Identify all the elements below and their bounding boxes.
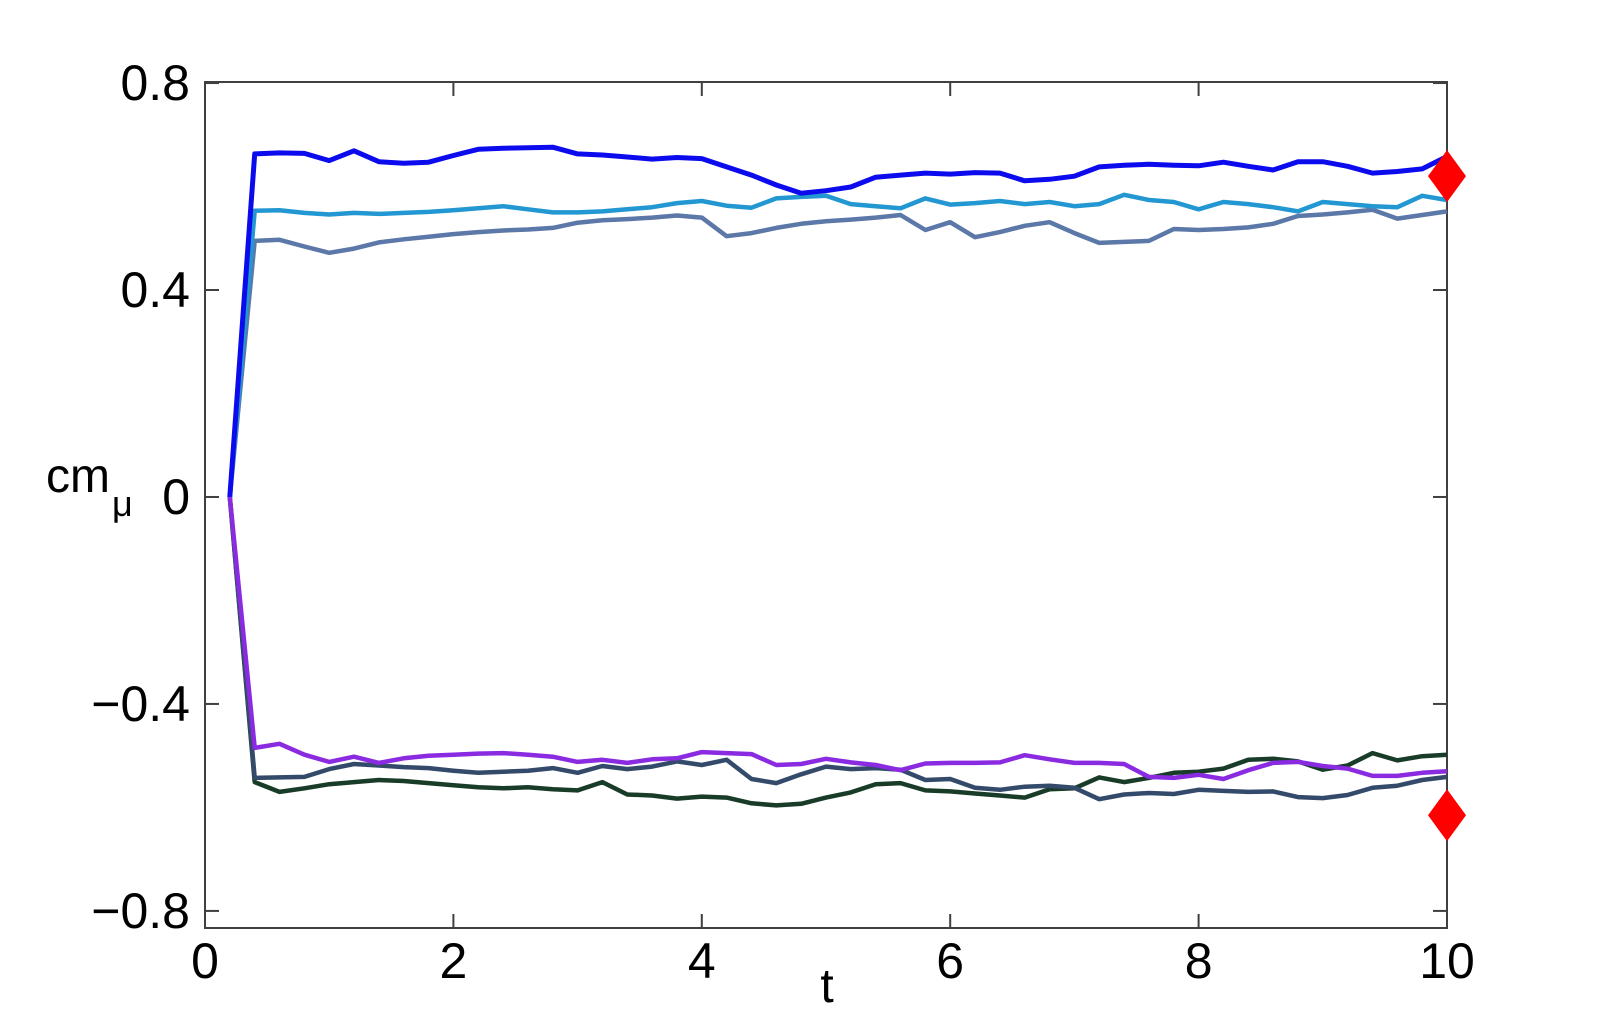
tick-labels: 0 2 4 6 8 10 0.8 0.4 0 −0.4 −0.8 bbox=[91, 55, 1475, 989]
plot-box bbox=[204, 81, 1448, 929]
x-tick-label: 10 bbox=[1419, 933, 1475, 989]
purple-line bbox=[227, 496, 1448, 782]
dark-green-line bbox=[227, 496, 1448, 808]
end-markers bbox=[1428, 150, 1466, 842]
cyan-line bbox=[227, 192, 1448, 498]
red-diamond-bottom bbox=[1428, 789, 1466, 842]
y-tick-label: −0.8 bbox=[91, 883, 190, 939]
blue-line bbox=[227, 144, 1449, 498]
series-lines bbox=[227, 144, 1449, 808]
y-tick-label: 0.4 bbox=[120, 262, 190, 318]
axes-box bbox=[204, 81, 1448, 929]
x-axis-label: t bbox=[820, 960, 833, 1013]
x-tick-label: 6 bbox=[936, 933, 964, 989]
x-tick-label: 0 bbox=[191, 933, 219, 989]
dark-navy-line bbox=[227, 496, 1448, 802]
x-tick-label: 4 bbox=[688, 933, 716, 989]
y-axis-label: cm bbox=[46, 450, 110, 503]
red-diamond-top bbox=[1428, 150, 1466, 203]
y-axis-label-subscript: μ bbox=[112, 483, 133, 524]
x-tick-label: 8 bbox=[1185, 933, 1213, 989]
slate-blue-line bbox=[227, 207, 1448, 498]
y-tick-label: 0.8 bbox=[120, 55, 190, 111]
y-tick-label: 0 bbox=[162, 469, 190, 525]
x-tick-label: 2 bbox=[439, 933, 467, 989]
y-tick-label: −0.4 bbox=[91, 676, 190, 732]
